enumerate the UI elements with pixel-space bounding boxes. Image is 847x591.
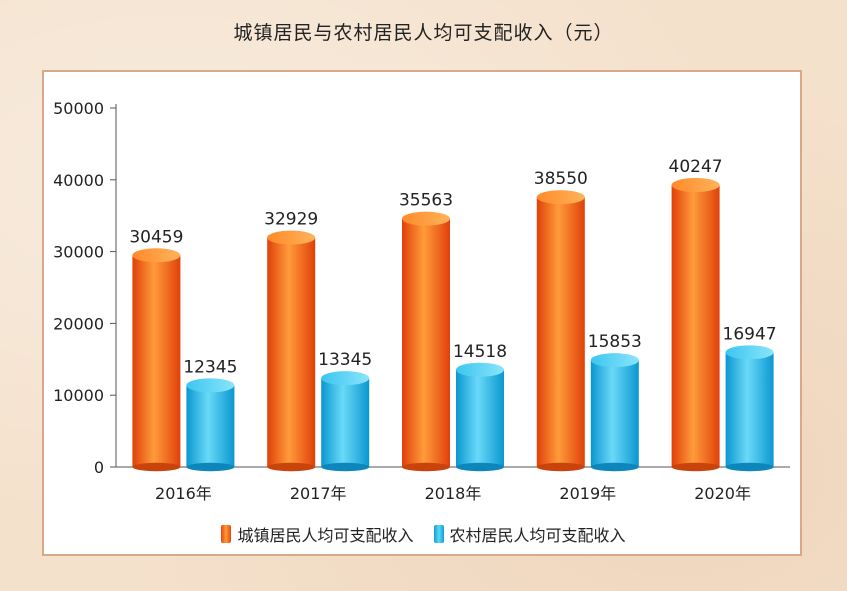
bar-top-cap xyxy=(186,378,235,393)
y-tick-label: 40000 xyxy=(53,171,104,190)
bar xyxy=(132,255,181,467)
bar-top-cap xyxy=(671,178,720,193)
y-tick-label: 50000 xyxy=(53,99,104,118)
bar-top-cap xyxy=(267,230,316,245)
bar-bottom-cap xyxy=(132,462,181,472)
bar-bottom-cap xyxy=(186,462,235,472)
bar xyxy=(321,378,370,467)
bar xyxy=(725,352,774,467)
bar-top-cap xyxy=(590,353,639,368)
x-tick-label: 2020年 xyxy=(694,484,751,503)
bar-bottom-cap xyxy=(536,462,585,472)
data-label: 32929 xyxy=(264,210,318,230)
bar-bottom-cap xyxy=(267,462,316,472)
legend-swatch-urban xyxy=(221,525,232,543)
data-label: 30459 xyxy=(129,227,183,247)
data-label: 12345 xyxy=(183,357,237,377)
bar xyxy=(536,197,585,467)
legend-label-rural: 农村居民人均可支配收入 xyxy=(449,526,626,545)
legend-label-urban: 城镇居民人均可支配收入 xyxy=(237,526,414,545)
y-tick-label: 30000 xyxy=(53,243,104,262)
y-tick-label: 0 xyxy=(94,458,104,477)
bar-bottom-cap xyxy=(671,462,720,472)
bar-top-cap xyxy=(725,345,774,360)
data-label: 16947 xyxy=(723,324,777,344)
legend-item-urban: 城镇居民人均可支配收入 xyxy=(221,522,414,546)
bar-bottom-cap xyxy=(456,462,504,472)
y-tick-label: 10000 xyxy=(53,386,104,405)
bar-top-cap xyxy=(132,248,181,263)
bar-top-cap xyxy=(321,371,370,386)
bar-top-cap xyxy=(402,211,450,226)
x-tick-label: 2016年 xyxy=(155,484,212,503)
bar-bottom-cap xyxy=(402,462,450,472)
x-tick-label: 2017年 xyxy=(290,484,347,503)
data-label: 13345 xyxy=(318,350,372,370)
data-label: 35563 xyxy=(399,191,453,211)
bar-bottom-cap xyxy=(321,462,370,472)
y-tick-label: 20000 xyxy=(53,314,104,333)
bar xyxy=(402,218,450,467)
chart-title: 城镇居民与农村居民人均可支配收入（元） xyxy=(233,22,614,44)
bar-top-cap xyxy=(456,362,504,377)
data-label: 38550 xyxy=(534,169,588,189)
bar-bottom-cap xyxy=(590,462,639,472)
x-tick-label: 2018年 xyxy=(425,484,482,503)
data-label: 14518 xyxy=(453,342,507,362)
legend-swatch-rural xyxy=(433,525,444,543)
bar xyxy=(186,385,235,467)
data-label: 40247 xyxy=(669,157,723,177)
bar xyxy=(456,369,504,467)
bar-top-cap xyxy=(536,190,585,205)
x-tick-label: 2019年 xyxy=(559,484,616,503)
chart-legend: 城镇居民人均可支配收入 农村居民人均可支配收入 xyxy=(0,522,847,546)
data-label: 15853 xyxy=(588,332,642,352)
legend-item-rural: 农村居民人均可支配收入 xyxy=(433,522,626,546)
bar xyxy=(590,360,639,467)
bar-bottom-cap xyxy=(725,462,774,472)
bar xyxy=(267,237,316,467)
bar xyxy=(671,185,720,467)
